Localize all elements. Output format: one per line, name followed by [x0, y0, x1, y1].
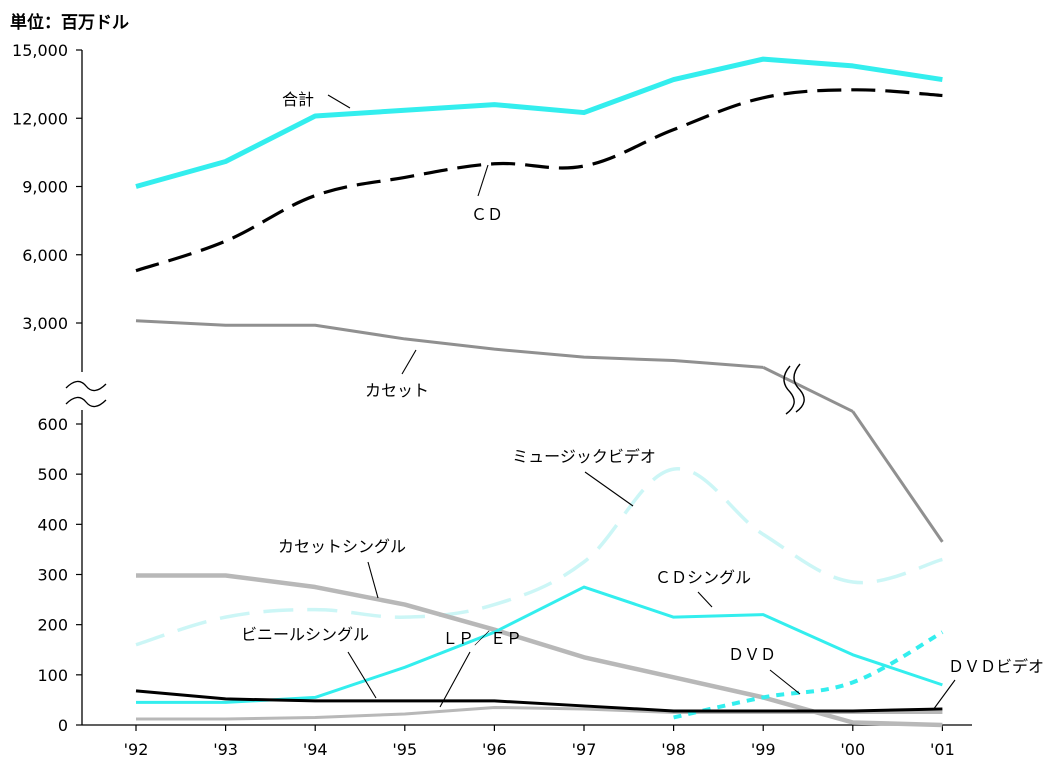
series-line [762, 366, 854, 413]
x-tick-label: '92 [124, 740, 149, 759]
annotation-label: カセットシングル [278, 537, 406, 556]
x-tick-label: '96 [482, 740, 507, 759]
annotation-leader [347, 651, 377, 699]
y-tick-label: 100 [37, 666, 68, 685]
annotation-leader [584, 471, 634, 507]
y-tick-label: 600 [37, 415, 68, 434]
annotation-leader [477, 164, 489, 197]
series-line [135, 88, 943, 273]
annotation-leader [932, 679, 956, 711]
series-line [851, 410, 944, 543]
y-tick-label: 12,000 [12, 109, 68, 128]
x-tick-label: '93 [213, 740, 238, 759]
axis-break-mark [65, 396, 107, 408]
annotation-label: カセット [365, 381, 429, 400]
annotation-leader [697, 591, 713, 608]
series-line [136, 705, 943, 721]
y-tick-label: 500 [37, 465, 68, 484]
axes: 15,000 12,000 9,000 6,000 3,000 600 500 400 300 2… [12, 41, 972, 759]
x-tick-label: '00 [840, 740, 865, 759]
annotation-leader [769, 669, 801, 695]
series-line [135, 689, 943, 713]
y-tick-label: 0 [58, 716, 68, 735]
annotation-leader [367, 561, 379, 599]
series-break-mark [783, 365, 795, 415]
x-tick-label: '97 [572, 740, 597, 759]
x-tick-label: '95 [392, 740, 417, 759]
y-tick-label: 9,000 [22, 178, 68, 197]
annotation-label: 合計 [282, 90, 314, 109]
series-break-mark [793, 363, 805, 413]
annotation-label: ミュージックビデオ [512, 447, 656, 466]
y-tick-label: 15,000 [12, 41, 68, 60]
annotation-leader [327, 94, 351, 109]
y-tick-label: 200 [37, 616, 68, 635]
x-tick-label: '99 [751, 740, 776, 759]
unit-label: 単位：百万ドル [10, 13, 129, 33]
series-line [135, 319, 764, 369]
series-lines [135, 56, 944, 728]
y-tick-label: 6,000 [22, 246, 68, 265]
annotation-label: ビニールシングル [241, 625, 369, 644]
annotation-leader [401, 349, 417, 375]
annotation-label: ＣＤ [471, 205, 503, 224]
annotation-leader [439, 651, 471, 708]
annotation-label: ＬＰ／ＥＰ [442, 629, 522, 648]
y-tick-label: 300 [37, 566, 68, 585]
y-tick-label: 3,000 [22, 314, 68, 333]
series-line [673, 630, 944, 720]
x-tick-label: '94 [303, 740, 328, 759]
series-line [135, 467, 943, 647]
series-line [135, 56, 943, 189]
axis-break-mark [65, 380, 107, 392]
annotation-label: ＤＶＤ [728, 645, 776, 664]
y-tick-label: 400 [37, 515, 68, 534]
x-tick-label: '01 [930, 740, 955, 759]
annotation-label: ＣＤシングル [655, 568, 751, 587]
annotation-label: ＤＶＤビデオ [948, 657, 1044, 676]
x-tick-label: '98 [661, 740, 686, 759]
